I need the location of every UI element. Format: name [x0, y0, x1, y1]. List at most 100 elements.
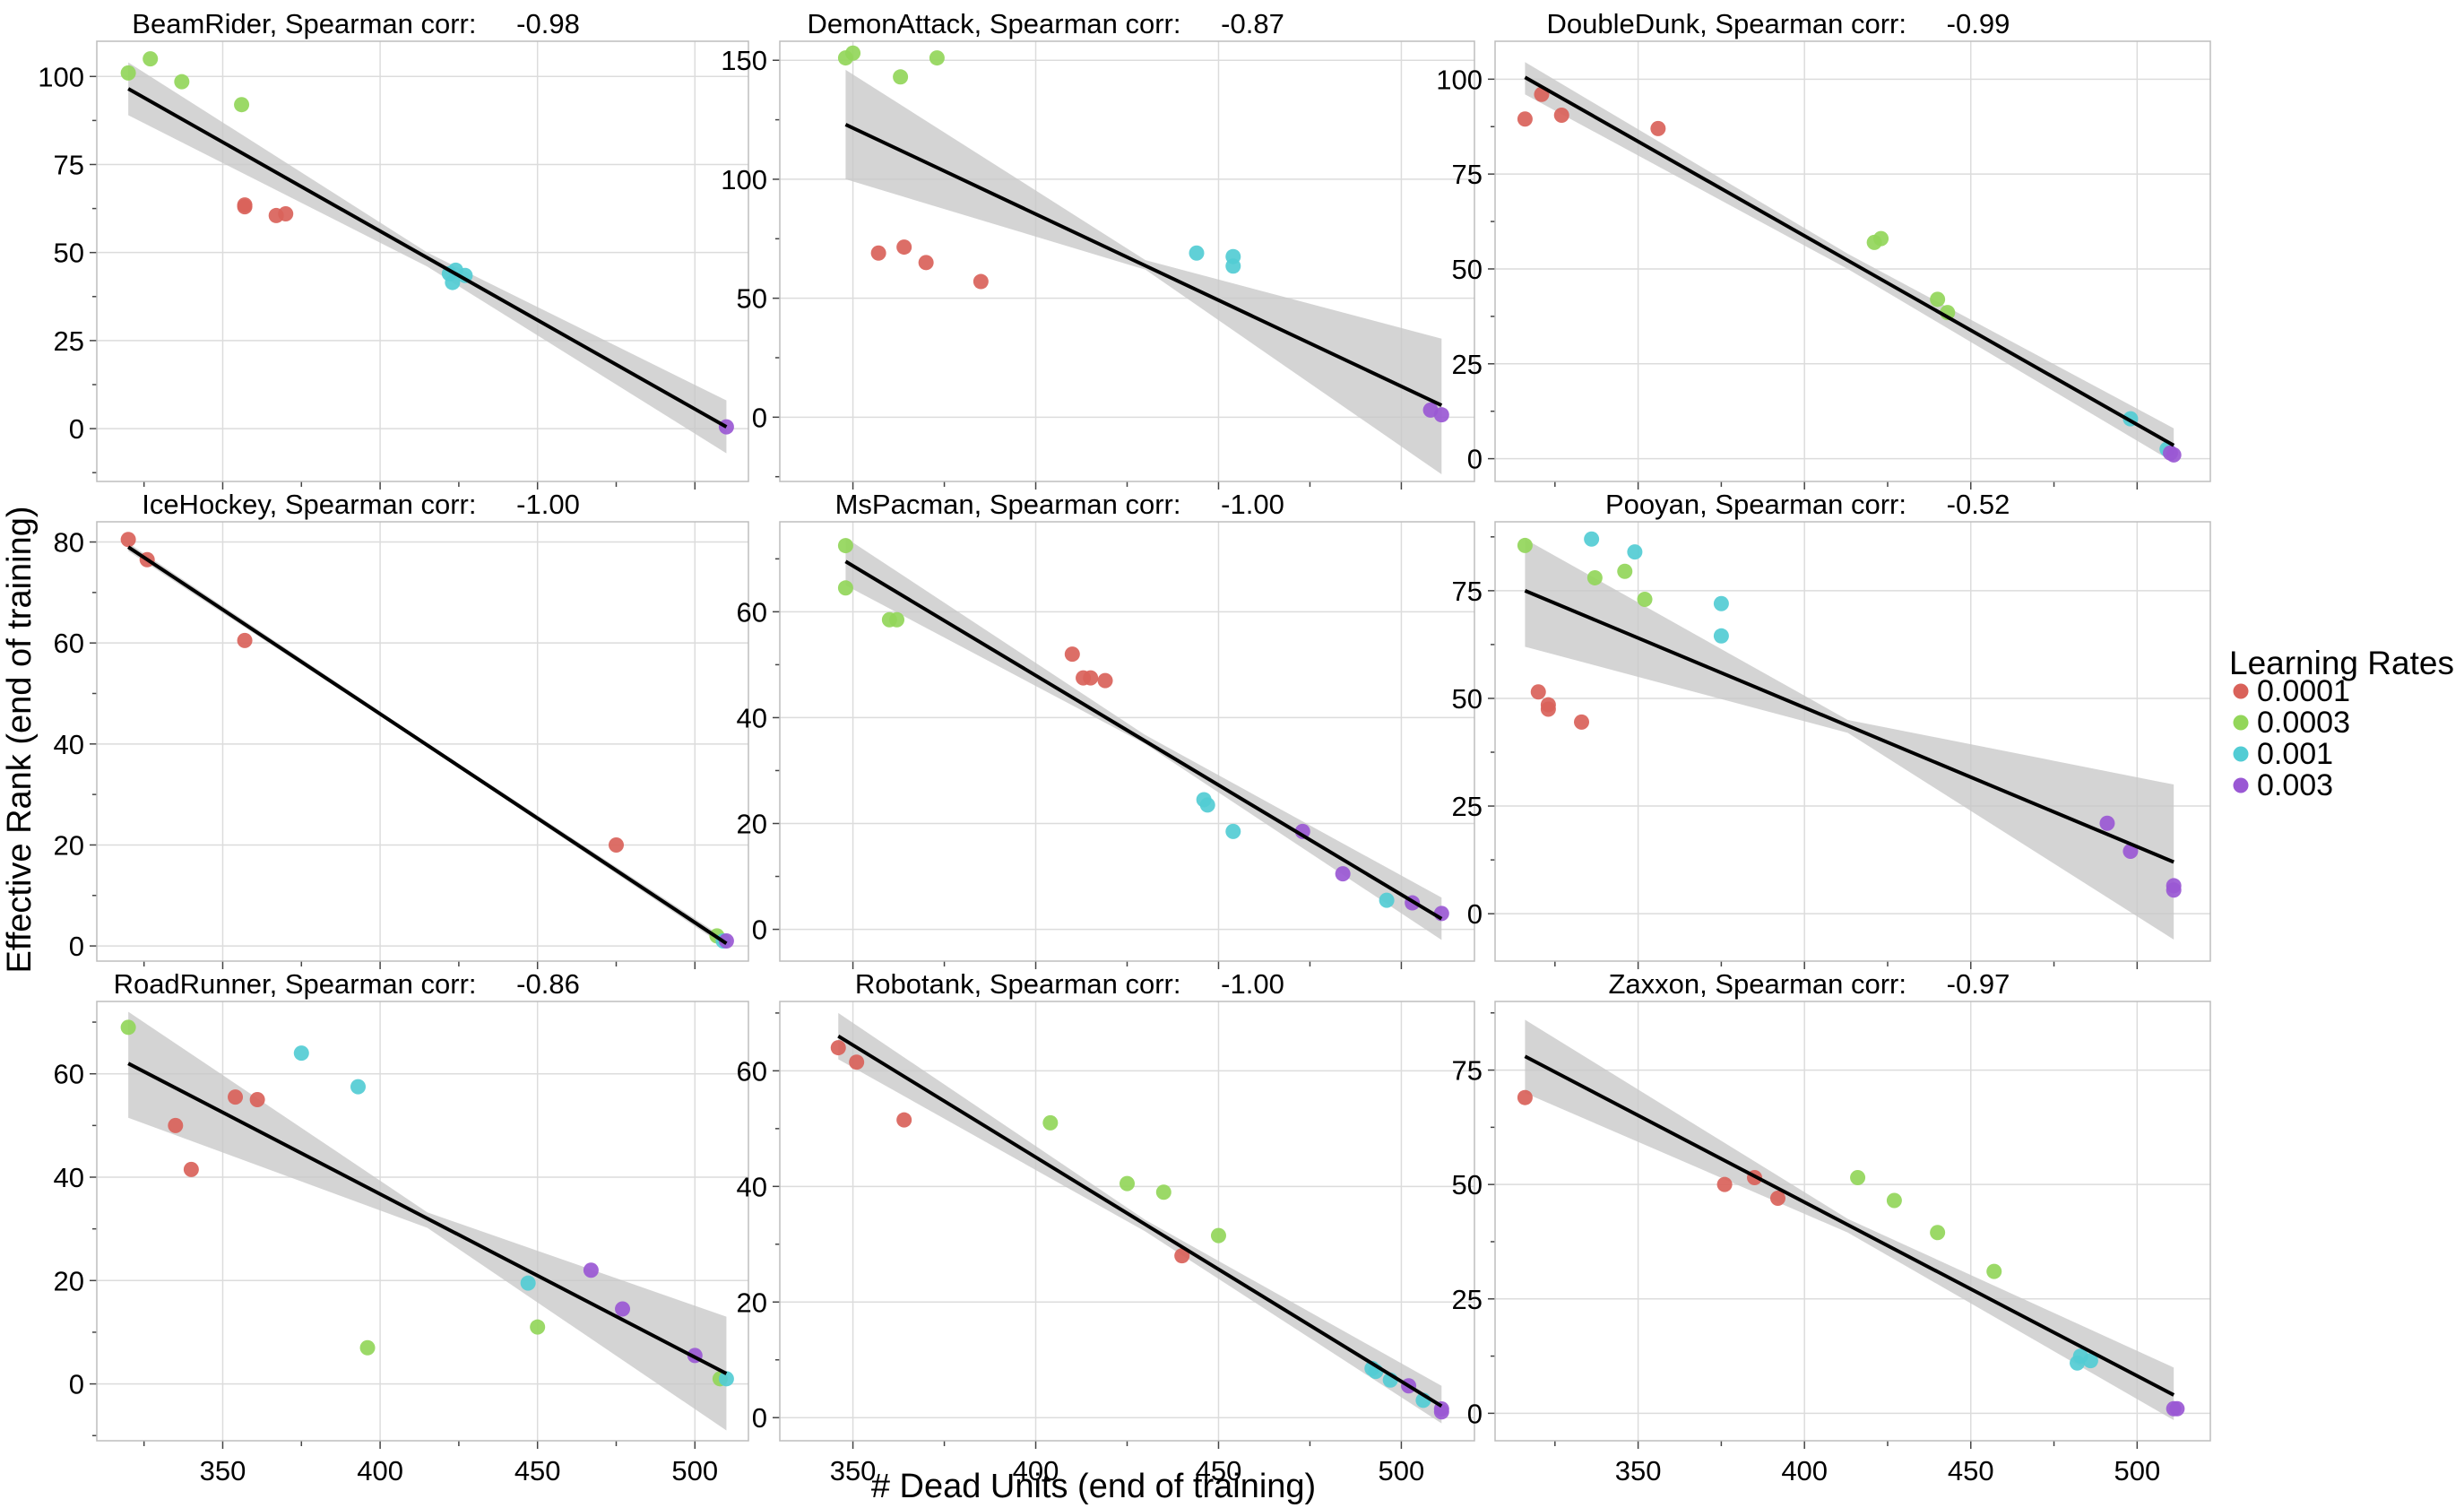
- point-lr-0_0001: [1517, 1089, 1533, 1105]
- x-tick-label: 350: [200, 1455, 246, 1486]
- y-tick-label: 0: [752, 1402, 767, 1434]
- point-lr-0_0003: [1517, 537, 1533, 553]
- y-tick-label: 100: [38, 61, 84, 92]
- point-lr-0_003: [1433, 407, 1449, 423]
- plot-frame: [1494, 1001, 2211, 1442]
- point-lr-0_003: [1335, 866, 1351, 882]
- point-lr-0_001: [1627, 544, 1643, 560]
- panel-demonattack: 0 50 100 150 DemonAttack, Spearman corr: -0.8…: [721, 8, 1475, 490]
- regression-line: [127, 1062, 728, 1375]
- x-tick-label: 500: [671, 1455, 718, 1486]
- legend-label: 0.0003: [2257, 706, 2350, 740]
- point-lr-0_001: [2082, 1353, 2098, 1369]
- y-tick-label: 40: [737, 1171, 767, 1202]
- x-tick-label: 450: [514, 1455, 561, 1486]
- point-lr-0_001: [293, 1045, 309, 1062]
- plot-frame: [779, 521, 1475, 962]
- y-tick-label: 25: [54, 325, 84, 357]
- point-lr-0_0003: [234, 97, 250, 113]
- panel-corr-value: -0.99: [1947, 8, 2010, 39]
- point-lr-0_0001: [1530, 684, 1546, 700]
- legend-label: 0.001: [2257, 737, 2333, 771]
- panel-corr-value: -0.52: [1947, 489, 2010, 520]
- panel-title: MsPacman, Spearman corr:: [835, 489, 1181, 520]
- regression-line: [837, 1034, 1443, 1408]
- confidence-band: [1525, 1019, 2174, 1421]
- panel-corr-value: -0.87: [1221, 8, 1284, 39]
- panel-corr-value: -0.97: [1947, 968, 2010, 1000]
- point-lr-0_0001: [1174, 1248, 1190, 1264]
- y-tick-label: 20: [737, 1287, 767, 1318]
- plot-frame: [96, 40, 749, 482]
- point-lr-0_003: [2169, 1400, 2185, 1417]
- panel-pooyan: 0 25 50 75 Pooyan, Spearman corr: -0.52: [1452, 489, 2211, 969]
- panel-beamrider: 0 25 50 75 100 BeamRider, Spearman corr: -0.98: [38, 8, 749, 490]
- point-lr-0_0003: [889, 611, 905, 628]
- y-tick-label: 75: [1452, 159, 1483, 190]
- point-lr-0_0001: [237, 632, 253, 648]
- x-tick-label: 400: [1013, 1455, 1059, 1486]
- y-tick-label: 50: [54, 238, 84, 269]
- point-lr-0_0001: [1574, 714, 1590, 730]
- point-lr-0_0001: [830, 1040, 846, 1056]
- point-lr-0_0003: [1986, 1263, 2002, 1279]
- y-tick-label: 60: [737, 1055, 767, 1087]
- y-tick-label: 25: [1452, 791, 1483, 822]
- panel-roadrunner: 0 20 40 60 350 400 450 500 RoadRunner, Spearman …: [54, 968, 749, 1486]
- point-lr-0_0003: [845, 45, 861, 61]
- point-lr-0_001: [1199, 797, 1215, 813]
- plot-frame: [779, 40, 1475, 482]
- legend-marker-0_001: [2233, 746, 2249, 762]
- point-lr-0_0001: [896, 1112, 912, 1128]
- point-lr-0_0003: [120, 1019, 136, 1036]
- x-axis-label: # Dead Units (end of training): [871, 1468, 1316, 1505]
- y-tick-label: 0: [752, 402, 767, 433]
- plot-frame: [96, 1001, 749, 1442]
- point-lr-0_001: [1225, 258, 1241, 274]
- panel-title: RoadRunner, Spearman corr:: [114, 968, 477, 1000]
- point-lr-0_0003: [1120, 1175, 1135, 1192]
- point-lr-0_003: [2166, 882, 2182, 898]
- point-lr-0_001: [718, 1371, 734, 1387]
- panel-corr-value: -1.00: [1221, 489, 1284, 520]
- legend-label: 0.003: [2257, 768, 2333, 802]
- point-lr-0_0001: [849, 1054, 865, 1070]
- y-tick-label: 50: [1452, 683, 1483, 715]
- regression-line: [1524, 1054, 2175, 1397]
- y-tick-label: 100: [721, 164, 767, 195]
- point-lr-0_001: [520, 1275, 536, 1291]
- point-lr-0_0001: [1553, 108, 1569, 124]
- point-lr-0_0001: [918, 255, 934, 271]
- point-lr-0_003: [718, 932, 734, 949]
- panel-title: Pooyan, Spearman corr:: [1605, 489, 1906, 520]
- point-lr-0_0001: [1650, 120, 1666, 136]
- y-tick-label: 20: [54, 1265, 84, 1296]
- point-lr-0_001: [1225, 823, 1241, 839]
- regression-line: [127, 545, 728, 945]
- point-lr-0_001: [1713, 595, 1729, 611]
- legend-marker-0_0001: [2233, 683, 2249, 699]
- point-lr-0_0001: [1097, 672, 1113, 689]
- y-tick-label: 0: [1467, 898, 1483, 930]
- y-tick-label: 60: [54, 1059, 84, 1090]
- legend-marker-0_003: [2233, 777, 2249, 793]
- point-lr-0_0003: [1886, 1192, 1902, 1209]
- point-lr-0_0001: [1517, 111, 1533, 127]
- point-lr-0_0003: [1586, 569, 1603, 585]
- y-tick-label: 25: [1452, 349, 1483, 380]
- point-lr-0_0001: [608, 836, 624, 853]
- y-tick-label: 0: [1467, 444, 1483, 475]
- legend-label: 0.0001: [2257, 674, 2350, 708]
- point-lr-0_003: [1433, 1404, 1449, 1420]
- point-lr-0_0001: [278, 205, 294, 221]
- point-lr-0_0003: [120, 65, 136, 81]
- y-tick-label: 20: [737, 809, 767, 840]
- confidence-band: [1525, 539, 2174, 940]
- y-tick-label: 40: [54, 1162, 84, 1193]
- point-lr-0_0003: [174, 74, 190, 90]
- panel-title: Zaxxon, Spearman corr:: [1608, 968, 1906, 1000]
- point-lr-0_0003: [1850, 1170, 1866, 1186]
- point-lr-0_001: [1379, 892, 1395, 908]
